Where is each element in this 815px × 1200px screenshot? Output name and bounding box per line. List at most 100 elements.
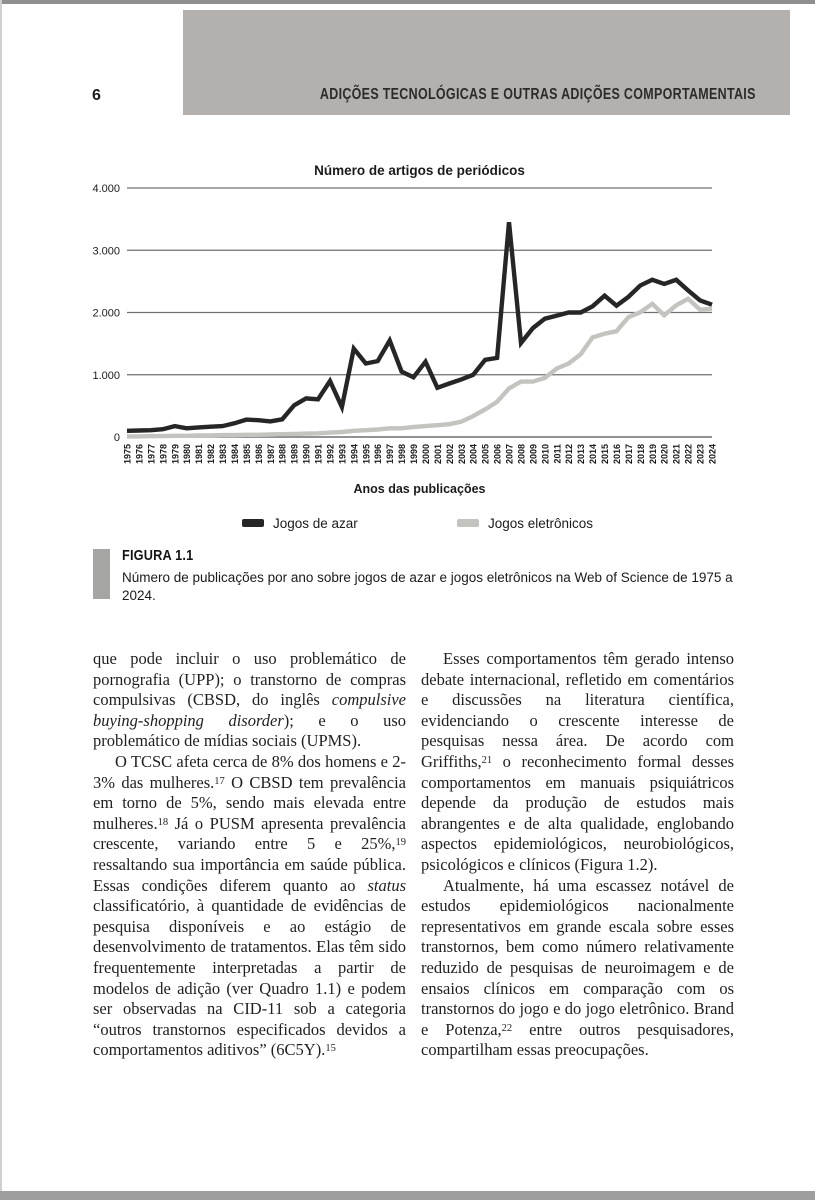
x-tick-label: 1985 [242,444,252,464]
x-tick-label: 1981 [194,444,204,464]
text-segment: que pode incluir o uso problemático de p… [93,649,406,710]
text-segment: Atualmente, há uma escassez notável de e… [421,875,734,1039]
header-banner: ADIÇÕES TECNOLÓGICAS E OUTRAS ADIÇÕES CO… [183,10,790,115]
x-tick-label: 2007 [505,444,515,464]
text-segment: compulsive buying-shopping disorder [93,690,406,730]
x-tick-label: 2004 [469,444,479,464]
x-tick-label: 1990 [302,444,312,464]
x-tick-label: 2016 [612,444,622,464]
y-tick-label: 1.000 [92,370,120,382]
legend-item-jogos-eletronicos: Jogos eletrônicos [457,514,593,532]
legend-item-jogos-de-azar: Jogos de azar [242,514,358,532]
figure-label: FIGURA 1.1 [122,547,194,564]
text-segment: O CBSD tem prevalência em torno de 5%, s… [93,772,406,833]
x-tick-label: 2001 [433,444,443,464]
x-tick-label: 1988 [278,444,288,464]
body-text: que pode incluir o uso problemático de p… [93,649,734,1061]
paragraph: Atualmente, há uma escassez notável de e… [421,876,734,1061]
x-tick-label: 2015 [600,444,610,464]
x-tick-label: 2024 [708,444,718,464]
y-tick-label: 0 [114,432,120,444]
legend-swatch-black [242,519,264,527]
footnote-ref: 15 [325,1043,336,1055]
x-tick-label: 1992 [325,444,335,464]
x-tick-label: 2008 [516,444,526,464]
text-segment: entre outros pesquisadores, compartilham… [421,1019,734,1060]
paragraph: Esses comportamentos têm gerado intenso … [421,649,734,876]
figure-caption: Número de publicações por ano sobre jogo… [122,570,733,603]
x-tick-label: 1982 [206,444,216,464]
x-tick-label: 2000 [421,444,431,464]
text-segment: ressaltando sua importância em saúde púb… [93,854,406,895]
x-tick-label: 1984 [230,444,240,464]
x-tick-label: 2017 [624,444,634,464]
x-tick-label: 1991 [314,444,324,464]
right-column: Esses comportamentos têm gerado intenso … [421,649,734,1061]
x-tick-label: 1999 [409,444,419,464]
legend-label: Jogos de azar [273,515,358,531]
text-segment: Já o PUSM apresenta prevalência crescent… [93,813,406,854]
x-tick-label: 2012 [564,444,574,464]
x-tick-label: 2019 [648,444,658,464]
x-tick-label: 2009 [528,444,538,464]
x-tick-label: 1979 [170,444,180,464]
text-segment: o reconhecimento formal desses comportam… [421,751,734,874]
x-tick-label: 1980 [182,444,192,464]
paragraph: que pode incluir o uso problemático de p… [93,649,406,752]
x-tick-label: 1993 [337,444,347,464]
x-tick-label: 1994 [349,444,359,464]
x-tick-label: 2010 [540,444,550,464]
x-tick-label: 2002 [445,444,455,464]
text-segment: classificatório, à quantidade de evidênc… [93,896,406,1060]
y-tick-label: 2.000 [92,308,120,320]
x-tick-label: 1977 [146,444,156,464]
text-segment: O TCSC afeta cerca de 8% dos homens e 2-… [93,751,406,792]
left-column: que pode incluir o uso problemático de p… [93,649,406,1061]
legend-label: Jogos eletrônicos [488,515,594,531]
footnote-ref: 21 [481,754,493,766]
figure-caption-bar [93,549,110,599]
x-tick-label: 2023 [696,444,706,464]
text-segment: ); e o uso problemático de mídias sociai… [93,710,407,751]
footnote-ref: 17 [214,775,225,787]
x-tick-label: 1976 [134,444,144,464]
legend-swatch-gray [457,519,479,527]
text-segment: Esses comportamentos têm gerado intenso … [421,649,734,771]
x-tick-label: 2014 [588,444,598,464]
x-tick-label: 1975 [123,444,133,464]
x-tick-label: 1983 [218,444,228,464]
chart-title: Número de artigos de periódicos [314,163,525,178]
x-tick-label: 2018 [636,444,646,464]
x-tick-label: 1986 [254,444,264,464]
footnote-ref: 19 [395,837,407,849]
x-tick-label: 1995 [361,444,371,464]
x-tick-label: 2011 [552,444,562,464]
x-tick-label: 1978 [158,444,168,464]
footnote-ref: 22 [501,1022,513,1034]
footnote-ref: 18 [157,816,169,828]
running-head: ADIÇÕES TECNOLÓGICAS E OUTRAS ADIÇÕES CO… [320,86,756,103]
x-axis-title: Anos das publicações [353,482,486,496]
series-line-jogos-eletr-nicos [127,296,713,439]
y-tick-label: 4.000 [92,183,120,195]
series-line-jogos-de-azar [126,221,713,433]
x-tick-label: 2022 [684,444,694,464]
paragraph: O TCSC afeta cerca de 8% dos homens e 2-… [93,752,406,1061]
x-tick-label: 2020 [660,444,670,464]
x-tick-label: 1989 [290,444,300,464]
text-segment: status [367,875,406,895]
x-tick-label: 1998 [397,444,407,464]
chart-legend: Jogos de azar Jogos eletrônicos [0,514,815,534]
page-top-edge [0,0,815,4]
x-tick-label: 1996 [373,444,383,464]
x-tick-label: 1987 [266,444,276,464]
x-tick-label: 2006 [493,444,503,464]
x-tick-label: 2003 [457,444,467,464]
page-number: 6 [92,87,101,104]
x-tick-label: 2021 [672,444,682,464]
page-bottom-edge [0,1191,815,1200]
y-tick-label: 3.000 [92,245,120,257]
page-left-edge [0,0,2,1200]
x-tick-label: 1997 [385,444,395,464]
